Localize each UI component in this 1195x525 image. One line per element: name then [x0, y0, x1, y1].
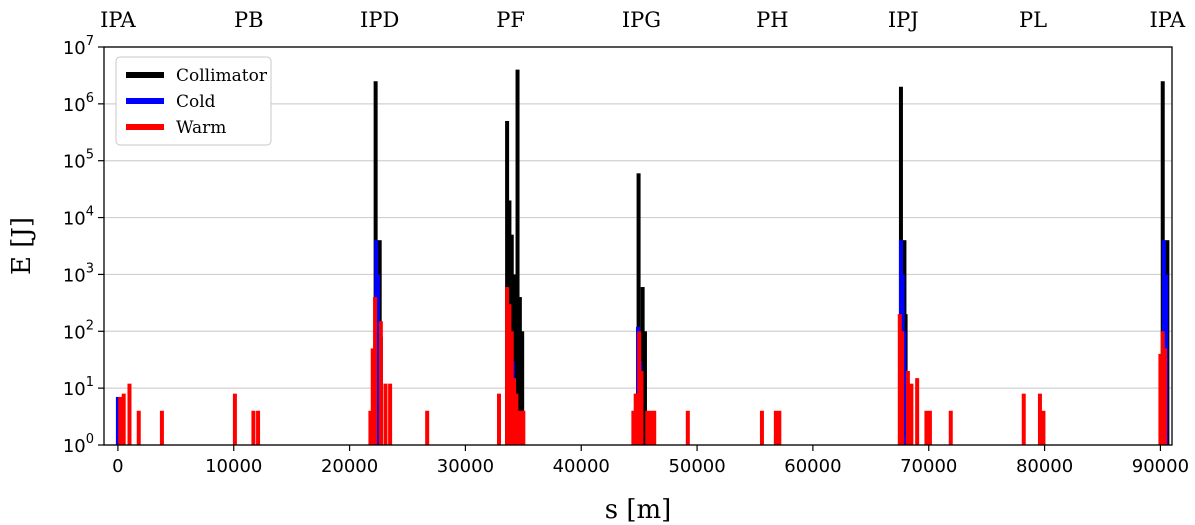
bar: [636, 173, 641, 445]
bar: [159, 410, 164, 445]
bar: [127, 383, 132, 445]
y-tick-label: 104: [63, 205, 94, 230]
legend-label: Warm: [176, 118, 226, 138]
bar: [505, 287, 510, 445]
legend-label: Collimator: [176, 66, 268, 86]
bar: [1021, 393, 1026, 445]
bar: [924, 410, 929, 445]
bar: [637, 331, 642, 445]
bar: [378, 321, 383, 445]
bar: [759, 410, 764, 445]
bar: [915, 378, 920, 445]
bar: [512, 378, 517, 445]
bar: [640, 287, 645, 445]
bar: [1158, 353, 1163, 445]
y-tick-label: 106: [63, 91, 94, 116]
bar: [897, 314, 902, 445]
bar: [368, 410, 373, 445]
bar: [516, 410, 521, 445]
ip-label: PF: [496, 8, 525, 32]
ip-label: PL: [1019, 8, 1047, 32]
x-tick-label: 0: [112, 456, 123, 477]
bar: [1160, 331, 1165, 445]
bar: [373, 297, 378, 445]
bar: [900, 331, 905, 445]
bar: [1041, 410, 1046, 445]
legend: Collimator Cold Warm: [115, 56, 272, 146]
bar: [505, 120, 510, 446]
x-tick-label: 60000: [784, 456, 841, 477]
bar: [902, 331, 907, 445]
bar: [388, 383, 393, 445]
bar: [515, 69, 520, 445]
bar: [777, 410, 782, 445]
y-tick-label: 101: [63, 375, 94, 400]
bar: [251, 410, 256, 445]
bar: [256, 410, 261, 445]
bar: [512, 274, 517, 445]
bar: [1037, 393, 1042, 445]
bar: [652, 410, 657, 445]
bar: [773, 410, 778, 445]
bar: [905, 371, 910, 445]
bar: [685, 410, 690, 445]
bar: [115, 396, 120, 445]
x-axis-title: s [m]: [605, 495, 672, 525]
x-tick-label: 90000: [1132, 456, 1189, 477]
x-tick-label: 40000: [553, 456, 610, 477]
legend-label: Cold: [176, 92, 216, 112]
y-tick-label: 102: [63, 318, 94, 343]
bar: [514, 393, 519, 445]
bar: [383, 383, 388, 445]
series-warm: [118, 287, 1168, 445]
bar: [121, 393, 126, 445]
y-tick-label: 107: [63, 34, 94, 59]
plot-frame: [103, 46, 1173, 446]
bar: [520, 331, 525, 445]
bar: [232, 393, 237, 445]
ip-label: IPG: [622, 8, 661, 32]
bar: [642, 331, 647, 445]
x-tick-label: 80000: [1016, 456, 1073, 477]
bar: [425, 410, 430, 445]
x-tick-label: 30000: [437, 456, 494, 477]
x-ticks: 0 10000 20000 30000 40000 50000 60000 70000 8000…: [112, 445, 1189, 477]
bar: [648, 410, 653, 445]
bar: [909, 383, 914, 445]
bar: [370, 348, 375, 445]
bar: [118, 396, 123, 445]
bar: [509, 331, 514, 445]
ip-label: IPA: [100, 8, 136, 32]
bar: [633, 393, 638, 445]
y-tick-label: 100: [63, 432, 94, 457]
bar: [517, 297, 522, 445]
x-tick-label: 70000: [900, 456, 957, 477]
y-ticks: 100 101 102 103 104 105 106 107: [63, 34, 104, 457]
bar: [1163, 348, 1168, 445]
bar: [496, 393, 501, 445]
bar: [507, 304, 512, 445]
legend-box: [115, 56, 272, 146]
ip-label: IPJ: [888, 8, 919, 32]
ip-label: PH: [756, 8, 788, 32]
y-tick-label: 103: [63, 261, 94, 286]
bar: [136, 410, 141, 445]
ip-label: IPD: [360, 8, 399, 32]
bar-layer: [115, 69, 1170, 446]
bar: [521, 410, 526, 445]
y-axis-title: E [J]: [7, 217, 37, 275]
x-tick-label: 50000: [668, 456, 725, 477]
bar: [927, 410, 932, 445]
top-ip-labels: IPA PB IPD PF IPG PH IPJ PL IPA: [100, 8, 1186, 32]
y-tick-label: 105: [63, 148, 94, 173]
bar: [631, 410, 636, 445]
bar: [639, 371, 644, 445]
x-tick-label: 20000: [321, 456, 378, 477]
x-tick-label: 10000: [205, 456, 262, 477]
ip-label: IPA: [1150, 8, 1186, 32]
bar: [948, 410, 953, 445]
ip-label: PB: [234, 8, 264, 32]
bar: [645, 410, 650, 445]
